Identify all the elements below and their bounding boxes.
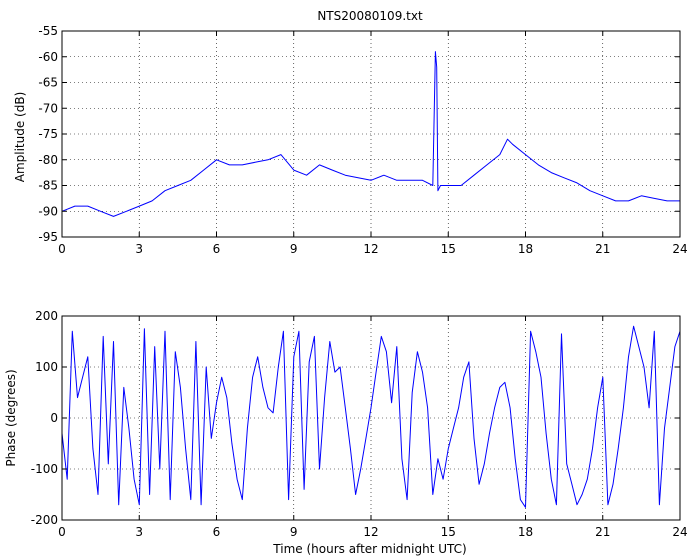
amplitude-x-tick-label: 0: [58, 242, 66, 256]
phase-ticks: 0 3 6 9 12 15 18 21 24 -200 -100 0 100 200: [31, 309, 688, 539]
phase-y-tick-label: 200: [35, 309, 58, 323]
phase-x-tick-label: 3: [135, 525, 143, 539]
amplitude-y-tick-label: -80: [38, 153, 58, 167]
amplitude-series-line: [61, 51, 680, 217]
phase-y-tick-label: -100: [31, 462, 58, 476]
amplitude-x-tick-label: 12: [363, 242, 378, 256]
phase-x-tick-label: 6: [213, 525, 221, 539]
amplitude-x-tick-label: 15: [441, 242, 456, 256]
amplitude-chart-title: NTS20080109.txt: [317, 9, 423, 23]
amplitude-y-axis-label: Amplitude (dB): [13, 92, 27, 183]
amplitude-y-tick-label: -65: [38, 76, 58, 90]
amplitude-y-tick-label: -90: [38, 204, 58, 218]
phase-x-tick-label: 9: [290, 525, 298, 539]
amplitude-panel: NTS20080109.txt Amplitude (dB) 0 3 6 9 12 15 1…: [13, 9, 688, 256]
phase-x-tick-label: 18: [518, 525, 533, 539]
phase-y-tick-label: 0: [50, 411, 58, 425]
amplitude-y-tick-label: -95: [38, 230, 58, 244]
amplitude-x-tick-label: 6: [213, 242, 221, 256]
phase-x-tick-label: 15: [441, 525, 456, 539]
amplitude-x-tick-label: 24: [672, 242, 687, 256]
phase-x-tick-label: 24: [672, 525, 687, 539]
phase-x-tick-label: 12: [363, 525, 378, 539]
phase-panel: Phase (degrees) Time (hours after midnig…: [4, 309, 688, 556]
amplitude-ticks: 0 3 6 9 12 15 18 21 24 -95 -90 -85 -80 -75 -70 -65 -60 -5…: [38, 24, 687, 256]
amplitude-data: [61, 51, 680, 217]
amplitude-y-tick-label: -85: [38, 179, 58, 193]
phase-y-tick-label: -200: [31, 513, 58, 527]
phase-y-tick-label: 100: [35, 360, 58, 374]
amplitude-y-tick-label: -55: [38, 24, 58, 38]
phase-x-axis-label: Time (hours after midnight UTC): [272, 542, 466, 556]
amplitude-x-tick-label: 9: [290, 242, 298, 256]
amplitude-y-tick-label: -70: [38, 101, 58, 115]
amplitude-y-tick-label: -60: [38, 50, 58, 64]
phase-data: [61, 325, 681, 508]
phase-y-axis-label: Phase (degrees): [4, 369, 18, 466]
phase-grid: [62, 316, 680, 520]
phase-x-tick-label: 21: [595, 525, 610, 539]
amplitude-x-tick-label: 3: [135, 242, 143, 256]
amplitude-grid: [62, 31, 680, 237]
phase-series-line: [61, 325, 681, 508]
phase-x-tick-label: 0: [58, 525, 66, 539]
amplitude-x-tick-label: 18: [518, 242, 533, 256]
amplitude-y-tick-label: -75: [38, 127, 58, 141]
amplitude-x-tick-label: 21: [595, 242, 610, 256]
